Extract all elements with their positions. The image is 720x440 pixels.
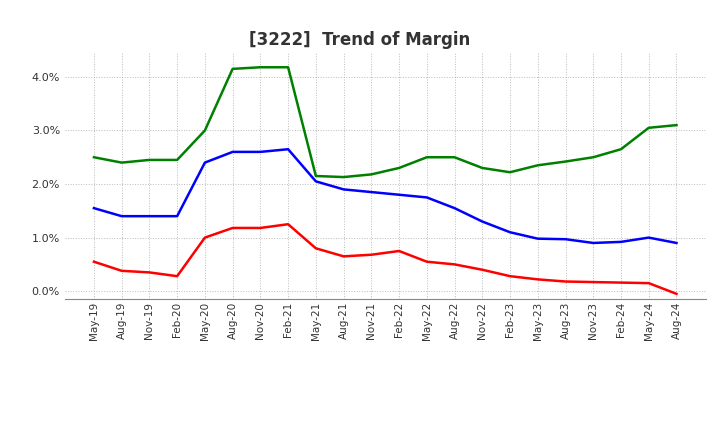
Operating Cashflow bbox=[312, 173, 320, 179]
Net Income bbox=[478, 267, 487, 272]
Net Income bbox=[395, 248, 403, 253]
Net Income bbox=[672, 291, 681, 297]
Ordinary Income bbox=[89, 205, 98, 211]
Net Income bbox=[505, 274, 514, 279]
Ordinary Income bbox=[228, 149, 237, 154]
Line: Operating Cashflow: Operating Cashflow bbox=[94, 67, 677, 177]
Operating Cashflow bbox=[450, 154, 459, 160]
Ordinary Income bbox=[423, 195, 431, 200]
Net Income bbox=[284, 222, 292, 227]
Ordinary Income bbox=[173, 213, 181, 219]
Ordinary Income bbox=[616, 239, 625, 245]
Operating Cashflow bbox=[534, 163, 542, 168]
Net Income bbox=[589, 279, 598, 285]
Ordinary Income bbox=[534, 236, 542, 241]
Ordinary Income bbox=[672, 240, 681, 246]
Operating Cashflow bbox=[256, 65, 265, 70]
Ordinary Income bbox=[339, 187, 348, 192]
Operating Cashflow bbox=[145, 157, 154, 162]
Ordinary Income bbox=[284, 147, 292, 152]
Operating Cashflow bbox=[672, 122, 681, 128]
Net Income bbox=[339, 254, 348, 259]
Ordinary Income bbox=[256, 149, 265, 154]
Ordinary Income bbox=[505, 230, 514, 235]
Operating Cashflow bbox=[589, 154, 598, 160]
Operating Cashflow bbox=[367, 172, 376, 177]
Net Income bbox=[534, 277, 542, 282]
Operating Cashflow bbox=[173, 157, 181, 162]
Net Income bbox=[616, 280, 625, 285]
Line: Net Income: Net Income bbox=[94, 224, 677, 294]
Operating Cashflow bbox=[201, 128, 210, 133]
Ordinary Income bbox=[644, 235, 653, 240]
Operating Cashflow bbox=[505, 169, 514, 175]
Ordinary Income bbox=[478, 219, 487, 224]
Net Income bbox=[201, 235, 210, 240]
Operating Cashflow bbox=[228, 66, 237, 72]
Net Income bbox=[644, 280, 653, 286]
Ordinary Income bbox=[589, 240, 598, 246]
Ordinary Income bbox=[450, 205, 459, 211]
Net Income bbox=[450, 262, 459, 267]
Ordinary Income bbox=[312, 179, 320, 184]
Ordinary Income bbox=[201, 160, 210, 165]
Net Income bbox=[256, 225, 265, 231]
Net Income bbox=[561, 279, 570, 284]
Net Income bbox=[117, 268, 126, 273]
Net Income bbox=[423, 259, 431, 264]
Operating Cashflow bbox=[339, 174, 348, 180]
Line: Ordinary Income: Ordinary Income bbox=[94, 149, 677, 243]
Operating Cashflow bbox=[561, 159, 570, 164]
Ordinary Income bbox=[367, 190, 376, 195]
Net Income bbox=[89, 259, 98, 264]
Operating Cashflow bbox=[395, 165, 403, 171]
Text: [3222]  Trend of Margin: [3222] Trend of Margin bbox=[249, 31, 471, 49]
Net Income bbox=[173, 274, 181, 279]
Operating Cashflow bbox=[423, 154, 431, 160]
Operating Cashflow bbox=[284, 65, 292, 70]
Ordinary Income bbox=[561, 237, 570, 242]
Operating Cashflow bbox=[117, 160, 126, 165]
Net Income bbox=[228, 225, 237, 231]
Net Income bbox=[367, 252, 376, 257]
Net Income bbox=[312, 246, 320, 251]
Ordinary Income bbox=[117, 213, 126, 219]
Operating Cashflow bbox=[89, 154, 98, 160]
Ordinary Income bbox=[395, 192, 403, 198]
Operating Cashflow bbox=[644, 125, 653, 130]
Net Income bbox=[145, 270, 154, 275]
Operating Cashflow bbox=[616, 147, 625, 152]
Operating Cashflow bbox=[478, 165, 487, 171]
Ordinary Income bbox=[145, 213, 154, 219]
